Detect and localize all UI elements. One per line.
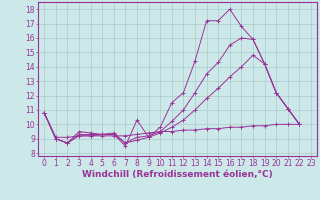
X-axis label: Windchill (Refroidissement éolien,°C): Windchill (Refroidissement éolien,°C): [82, 170, 273, 179]
